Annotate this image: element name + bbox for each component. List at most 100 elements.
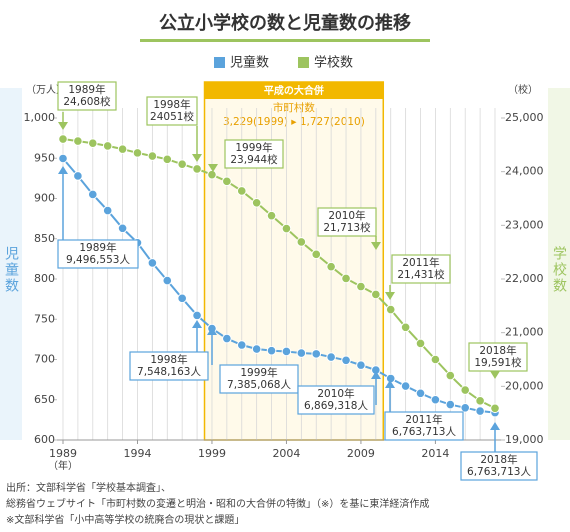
annotation-text: 1998年	[150, 353, 187, 366]
annotation-text: 23,944校	[230, 153, 278, 166]
y-axis-strip	[0, 88, 22, 440]
highlight-text: 3,229(1999) ▸ 1,727(2010)	[223, 116, 365, 128]
annotation-text: 21,713校	[323, 221, 371, 234]
footnote: 総務省ウェブサイト「市町村数の変遷と明治・昭和の大合併の特徴」（※）を基に東洋経…	[6, 497, 429, 510]
x-tick-label: 2014	[421, 447, 449, 460]
x-tick-label: 1994	[123, 447, 151, 460]
y-axis-title: 児童数	[3, 246, 19, 294]
data-point	[177, 293, 187, 304]
y2-axis-unit: （校）	[508, 83, 538, 96]
data-point	[296, 348, 307, 358]
y-tick-label: 900	[34, 192, 55, 205]
y-tick-label: 600	[34, 433, 55, 446]
data-point	[281, 346, 292, 357]
annotation-arrowhead	[490, 371, 500, 379]
y2-tick-label: 19,000	[505, 433, 544, 446]
data-point	[371, 289, 381, 300]
annotation-box	[57, 239, 139, 269]
data-point	[415, 338, 426, 349]
annotation-text: 6,763,713人	[467, 466, 531, 478]
y-axis-unit: （万人）	[26, 84, 66, 96]
highlight-text: 市町村数	[273, 101, 315, 114]
data-point	[58, 153, 68, 164]
data-point	[236, 186, 247, 196]
annotation-arrowhead	[385, 292, 395, 300]
annotation-text: 1999年	[240, 366, 277, 379]
annotation-arrowhead	[371, 371, 381, 379]
annotation-arrowhead	[371, 242, 381, 250]
y2-tick-label: 21,000	[505, 326, 544, 339]
data-point	[73, 171, 83, 181]
x-tick-label: 1989	[49, 447, 77, 460]
y2-axis-strip	[548, 88, 570, 440]
data-point	[356, 360, 366, 370]
data-point	[87, 189, 98, 200]
data-point	[460, 385, 471, 395]
data-point	[341, 355, 351, 366]
data-point	[132, 148, 143, 158]
annotation-box	[297, 385, 375, 415]
x-axis-unit: （年）	[48, 459, 78, 472]
annotation-box	[129, 351, 209, 381]
data-point	[102, 141, 113, 151]
annotation-box	[468, 342, 528, 372]
annotation-text: 6,763,713人	[392, 426, 456, 438]
x-tick-label: 1999	[198, 447, 226, 460]
x-tick-label: 2004	[272, 447, 300, 460]
data-point	[400, 322, 411, 333]
data-point	[207, 169, 217, 180]
annotation-text: 1989年	[68, 83, 105, 96]
data-point	[296, 237, 307, 247]
data-point	[266, 210, 277, 221]
data-point	[430, 394, 441, 405]
data-point	[192, 164, 202, 174]
data-point	[341, 273, 351, 284]
annotation-text: 19,591校	[474, 356, 522, 369]
annotation-text: 1989年	[79, 241, 116, 254]
data-point	[236, 340, 247, 350]
data-point	[445, 399, 456, 410]
data-point	[400, 381, 411, 391]
annotation-text: 7,548,163人	[137, 366, 201, 378]
footnote: 出所：文部科学省「学校基本調査」、	[6, 481, 171, 494]
data-point	[177, 159, 187, 169]
annotation-arrowhead	[208, 164, 218, 172]
data-point	[326, 261, 336, 272]
annotation-box	[460, 451, 538, 481]
annotation-box	[384, 411, 464, 441]
annotation-text: 1999年	[235, 141, 272, 154]
data-point	[147, 151, 158, 161]
annotation-text: 1998年	[153, 98, 190, 111]
data-point	[87, 138, 98, 149]
data-point	[251, 197, 262, 208]
y2-axis-title: 学校数	[551, 246, 567, 294]
data-point	[222, 176, 232, 187]
annotation-text: 21,431校	[397, 268, 445, 281]
y-tick-label: 800	[34, 272, 55, 285]
y2-tick-label: 22,000	[505, 272, 544, 285]
annotation-arrowhead	[192, 320, 202, 328]
data-point	[460, 403, 471, 413]
data-point	[266, 345, 277, 356]
data-point	[162, 275, 173, 286]
annotation-arrowhead	[385, 380, 395, 388]
y-tick-label: 650	[34, 393, 55, 406]
annotation-box	[391, 254, 451, 284]
y2-tick-label: 24,000	[505, 165, 544, 178]
legend-swatch	[214, 57, 225, 68]
data-point	[430, 354, 441, 365]
annotation-text: 9,496,553人	[66, 254, 130, 266]
annotation-box	[224, 139, 284, 169]
annotation-box	[57, 81, 117, 111]
data-point	[117, 144, 128, 154]
data-point	[475, 406, 485, 416]
data-point	[490, 403, 500, 414]
annotation-text: 6,869,318人	[304, 400, 368, 412]
data-point	[58, 134, 68, 144]
highlight-header	[204, 82, 384, 99]
data-point	[415, 388, 426, 399]
annotation-text: 7,385,068人	[227, 379, 291, 391]
annotation-arrowhead	[207, 327, 217, 335]
y-tick-label: 1,000	[24, 111, 56, 124]
